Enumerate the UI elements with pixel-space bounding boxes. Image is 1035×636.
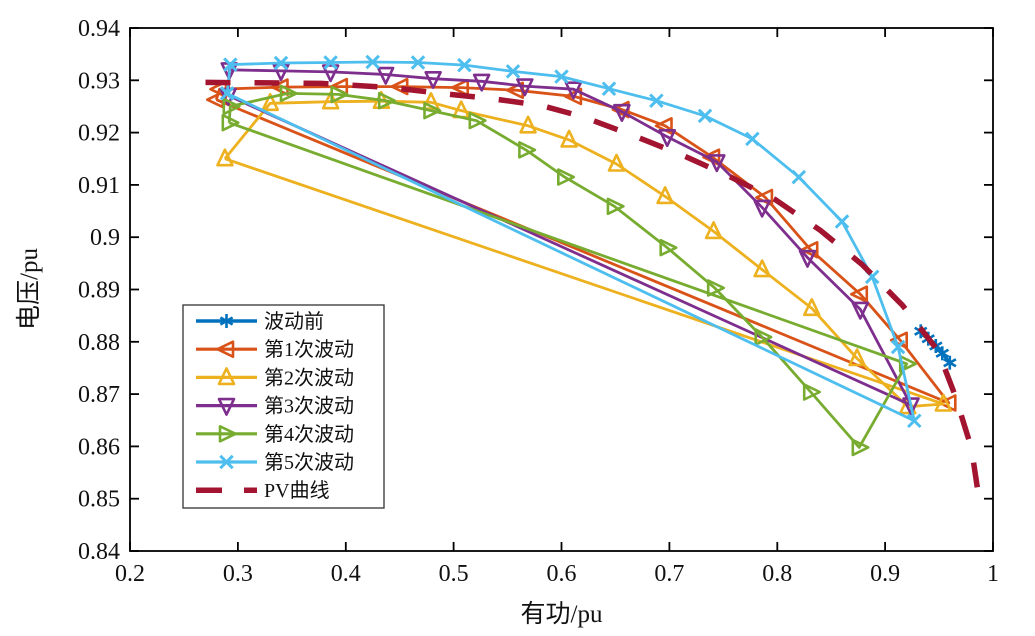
legend-item-fluctuation-2: 第2次波动 [196, 366, 354, 389]
legend-item-fluctuation-4: 第4次波动 [196, 423, 354, 446]
legend-label: 第3次波动 [264, 395, 354, 418]
x-tick-label: 0.7 [654, 561, 684, 587]
axes: 0.2 0.3 0.4 0.5 0.6 0.7 0.8 0.9 10.840.850.860.8… [78, 16, 999, 587]
y-tick-label: 0.86 [78, 434, 120, 460]
legend-label: 第1次波动 [264, 338, 354, 361]
x-tick-label: 0.6 [547, 561, 577, 587]
legend-item-fluctuation-5: 第5次波动 [196, 451, 354, 474]
series-fluctuation-4 [221, 84, 918, 457]
x-tick-label: 0.8 [762, 561, 792, 587]
legend-label: 第4次波动 [264, 423, 354, 446]
x-tick-label: 0.2 [115, 561, 145, 587]
y-tick-label: 0.9 [90, 225, 120, 251]
legend-item-pv-curve: PV曲线 [196, 479, 330, 502]
x-tick-label: 0.5 [439, 561, 469, 587]
legend-label: PV曲线 [264, 479, 330, 502]
y-tick-label: 0.89 [78, 278, 120, 304]
y-tick-label: 0.84 [78, 539, 120, 565]
y-tick-label: 0.94 [78, 16, 120, 42]
legend-label: 第5次波动 [264, 451, 354, 474]
y-tick-label: 0.87 [78, 382, 120, 408]
y-tick-label: 0.92 [78, 121, 120, 147]
legend-item-fluctuation-3: 第3次波动 [196, 395, 354, 418]
y-tick-label: 0.93 [78, 68, 120, 94]
y-tick-label: 0.88 [78, 330, 120, 356]
x-tick-label: 1 [987, 561, 999, 587]
legend-item-pre-fluctuation: 波动前 [196, 310, 324, 333]
x-tick-label: 0.4 [331, 561, 361, 587]
legend-item-fluctuation-1: 第1次波动 [196, 338, 354, 361]
x-tick-label: 0.9 [870, 561, 900, 587]
y-tick-label: 0.85 [78, 487, 120, 513]
y-axis-label: 电压/pu [16, 248, 43, 330]
x-axis-label: 有功/pu [520, 601, 603, 628]
y-tick-label: 0.91 [78, 173, 120, 199]
series-fluctuation-5 [219, 54, 922, 429]
legend-label: 波动前 [264, 310, 324, 333]
x-tick-label: 0.3 [223, 561, 253, 587]
legend-label: 第2次波动 [264, 366, 354, 389]
